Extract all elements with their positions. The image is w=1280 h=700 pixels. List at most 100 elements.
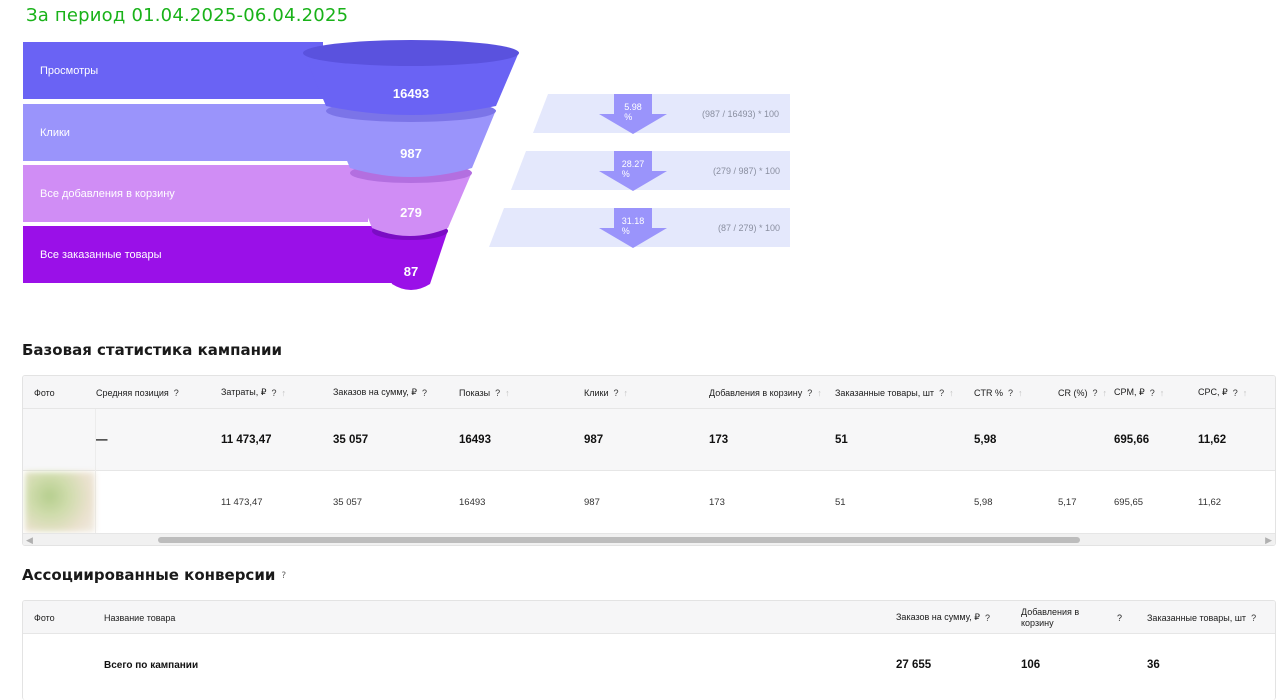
funnel-value-orders: 87 <box>403 264 419 279</box>
help-icon[interactable]: ? <box>1149 387 1155 398</box>
col-ordered[interactable]: Заказанные товары, шт? ↑ <box>835 387 954 398</box>
assoc-header: Фото Название товара Заказов на сумму, ₽… <box>23 601 1275 634</box>
funnel-cone-stage-2 <box>326 110 496 177</box>
help-icon[interactable]: ? <box>495 387 501 398</box>
col-cart-adds[interactable]: Добавления в корзину <box>1021 606 1080 628</box>
funnel-value-views: 16493 <box>392 86 430 101</box>
funnel-chart: Просмотры Клики Все добавления в корзину… <box>0 0 820 300</box>
help-icon[interactable]: ? <box>271 387 277 398</box>
cell-shows: 16493 <box>459 496 486 508</box>
sort-arrow-icon[interactable]: ↑ <box>817 387 822 398</box>
cell-ctr: 5,98 <box>974 496 993 508</box>
funnel-cone <box>303 40 519 290</box>
help-icon-cart-adds[interactable]: ? <box>1117 612 1123 623</box>
funnel-cone-stage-4 <box>372 230 448 290</box>
base-stats-header: Фото Средняя позиция? Затраты, ₽? ↑ Заказ… <box>23 376 1275 409</box>
conversion-pct-3: 31.18 % <box>621 216 645 236</box>
col-avg-pos[interactable]: Средняя позиция? <box>96 387 179 398</box>
cell-cart-adds: 106 <box>1021 659 1041 671</box>
sort-arrow-icon[interactable]: ↑ <box>1018 387 1023 398</box>
funnel-band-clicks: Клики <box>23 104 348 161</box>
scroll-left-icon[interactable]: ◀ <box>26 535 33 545</box>
cell-cart-adds: 173 <box>709 433 729 446</box>
cell-cost: 11 473,47 <box>221 496 263 508</box>
funnel-band-views: Просмотры <box>23 42 323 99</box>
help-icon[interactable]: ? <box>613 387 619 398</box>
table-row[interactable]: 11 473,47 35 057 16493 987 173 51 5,98 5… <box>23 471 1275 533</box>
base-stats-table: Фото Средняя позиция? Затраты, ₽? ↑ Заказ… <box>22 375 1276 546</box>
funnel-band-cart: Все добавления в корзину <box>23 165 368 222</box>
funnel-cone-stage-3 <box>350 172 472 236</box>
help-icon[interactable]: ? <box>807 387 813 398</box>
photo-column <box>23 409 96 533</box>
col-ctr[interactable]: CTR %? ↑ <box>974 387 1023 398</box>
funnel-label-orders: Все заказанные товары <box>40 248 162 261</box>
help-icon[interactable]: ? <box>1251 612 1257 623</box>
assoc-table: Фото Название товара Заказов на сумму, ₽… <box>22 600 1276 700</box>
sort-arrow-icon[interactable]: ↑ <box>1159 387 1165 398</box>
col-cost[interactable]: Затраты, ₽? ↑ <box>221 387 287 398</box>
period-title: За период 01.04.2025-06.04.2025 <box>26 5 349 26</box>
col-photo: Фото <box>34 612 55 623</box>
col-cart-adds[interactable]: Добавления в корзину? ↑ <box>709 387 822 398</box>
funnel-label-clicks: Клики <box>40 126 70 139</box>
col-photo: Фото <box>34 387 55 398</box>
cell-cpm: 695,66 <box>1114 433 1150 446</box>
cell-cpc: 11,62 <box>1198 433 1227 446</box>
col-cpm[interactable]: CPM, ₽? ↑ <box>1114 387 1165 398</box>
funnel-band-orders: Все заказанные товары <box>23 226 398 283</box>
cell-orders-sum: 35 057 <box>333 496 363 508</box>
base-stats-title: Базовая статистика кампании <box>22 341 283 359</box>
cell-ordered: 36 <box>1147 659 1160 671</box>
cell-cpm: 695,65 <box>1114 496 1144 508</box>
conversion-formula-3: (87 / 279) * 100 <box>718 223 781 233</box>
help-icon[interactable]: ? <box>421 387 427 398</box>
col-shows[interactable]: Показы? ↑ <box>459 387 510 398</box>
sort-arrow-icon[interactable]: ↑ <box>281 387 287 398</box>
conversion-pct-2: 28.27 % <box>621 159 645 179</box>
scroll-right-icon[interactable]: ▶ <box>1265 535 1272 545</box>
cell-shows: 16493 <box>459 433 491 446</box>
funnel-cone-stage-1 <box>303 52 519 115</box>
sort-arrow-icon[interactable]: ↑ <box>1102 387 1108 398</box>
sort-arrow-icon[interactable]: ↑ <box>623 387 629 398</box>
sort-arrow-icon[interactable]: ↑ <box>949 387 954 398</box>
scrollbar-thumb[interactable] <box>158 537 1080 543</box>
help-icon[interactable]: ? <box>1232 387 1238 398</box>
help-icon[interactable]: ? <box>984 612 990 623</box>
funnel-label-cart: Все добавления в корзину <box>40 187 175 200</box>
cell-ctr: 5,98 <box>974 433 997 446</box>
help-icon[interactable]: ? <box>1092 387 1098 398</box>
horizontal-scrollbar[interactable]: ◀ ▶ <box>23 533 1275 545</box>
funnel-value-cart: 279 <box>400 205 422 220</box>
cell-cr: 5,17 <box>1058 496 1077 508</box>
col-clicks[interactable]: Клики? ↑ <box>584 387 629 398</box>
help-icon[interactable]: ? <box>939 387 945 398</box>
col-cpc[interactable]: CPC, ₽? ↑ <box>1198 387 1248 398</box>
cell-cpc: 11,62 <box>1198 496 1222 508</box>
sort-arrow-icon[interactable]: ↑ <box>505 387 510 398</box>
help-icon[interactable]: ? <box>173 387 179 398</box>
help-icon[interactable]: ? <box>281 570 287 581</box>
cell-product-name: Всего по кампании <box>104 659 199 671</box>
cell-ordered: 51 <box>835 496 846 508</box>
col-product-name: Название товара <box>104 612 176 623</box>
cell-clicks: 987 <box>584 496 600 508</box>
help-icon[interactable]: ? <box>1008 387 1014 398</box>
cell-orders-sum: 35 057 <box>333 433 369 446</box>
col-ordered[interactable]: Заказанные товары, шт? <box>1147 612 1257 623</box>
col-orders-sum[interactable]: Заказов на сумму, ₽? <box>333 387 427 398</box>
cell-orders-sum: 27 655 <box>896 659 932 671</box>
cell-cart-adds: 173 <box>709 496 725 508</box>
assoc-title-text: Ассоциированные конверсии <box>22 566 276 584</box>
product-thumbnail[interactable] <box>25 472 95 532</box>
funnel-value-clicks: 987 <box>400 146 422 161</box>
col-cr[interactable]: CR (%)? ↑ <box>1058 387 1108 398</box>
sort-arrow-icon[interactable]: ↑ <box>1242 387 1248 398</box>
funnel-label-views: Просмотры <box>40 64 99 77</box>
conversion-formula-1: (987 / 16493) * 100 <box>702 109 780 119</box>
funnel-cone-top-1 <box>303 40 519 66</box>
table-row-total: — 11 473,47 35 057 16493 987 173 51 5,98… <box>23 409 1275 471</box>
cell-avg-pos: — <box>96 433 108 446</box>
col-orders-sum[interactable]: Заказов на сумму, ₽? <box>896 612 990 623</box>
